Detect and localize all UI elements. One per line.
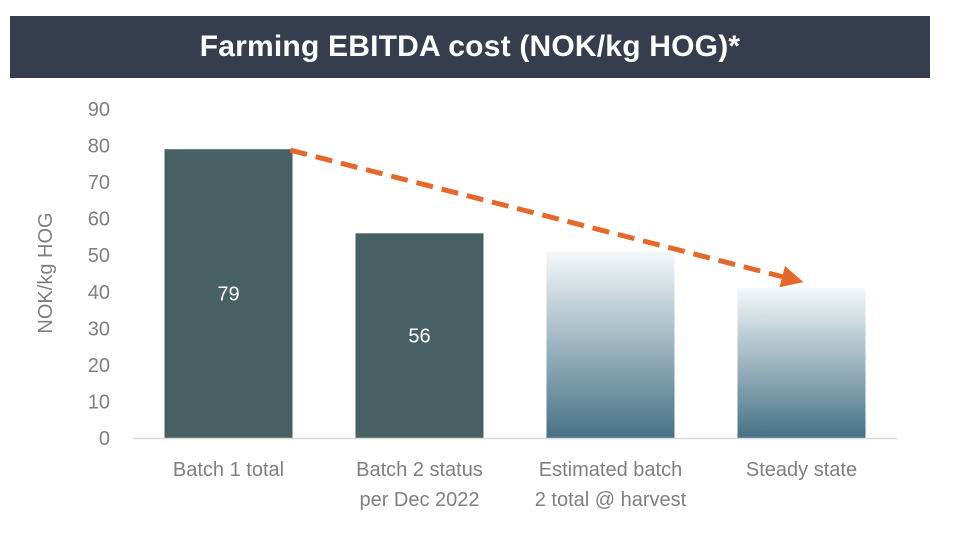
x-tick-label: Batch 2 status per Dec 2022: [356, 459, 483, 511]
trend-arrow-line: [289, 147, 783, 280]
bar: [355, 233, 484, 438]
y-tick-label: 60: [88, 209, 110, 231]
annotations: [289, 147, 804, 288]
bar-data-label: 56: [408, 326, 430, 348]
y-tick-label: 80: [88, 136, 110, 158]
trend-arrow-head: [779, 265, 804, 288]
y-tick-label: 40: [88, 282, 110, 304]
y-axis-title: NOK/kg HOG: [35, 212, 57, 333]
bar: [164, 149, 293, 438]
y-tick-label: 50: [88, 245, 110, 267]
y-tick-label: 70: [88, 172, 110, 194]
y-tick-label: 90: [88, 99, 110, 121]
x-tick-label: Batch 1 total: [173, 459, 284, 481]
x-tick-label: Estimated batch 2 total @ harvest: [535, 459, 687, 511]
bar: [546, 251, 675, 438]
bar-data-label: 79: [217, 284, 239, 306]
bars: 79 56: [164, 149, 866, 438]
y-tick-label: 0: [99, 428, 110, 450]
y-tick-label: 20: [88, 355, 110, 377]
chart-title: Farming EBITDA cost (NOK/kg HOG)*: [199, 30, 741, 63]
x-tick-label: Steady state: [746, 459, 857, 481]
y-axis-ticks: 0 10 20 30 40 50 60 70 80 90: [88, 99, 110, 450]
y-tick-label: 30: [88, 318, 110, 340]
bar: [737, 288, 866, 438]
chart-title-bar: Farming EBITDA cost (NOK/kg HOG)*: [10, 16, 930, 78]
x-axis-labels: Batch 1 total Batch 2 status per Dec 2022 E…: [173, 459, 857, 511]
y-tick-label: 10: [88, 391, 110, 413]
